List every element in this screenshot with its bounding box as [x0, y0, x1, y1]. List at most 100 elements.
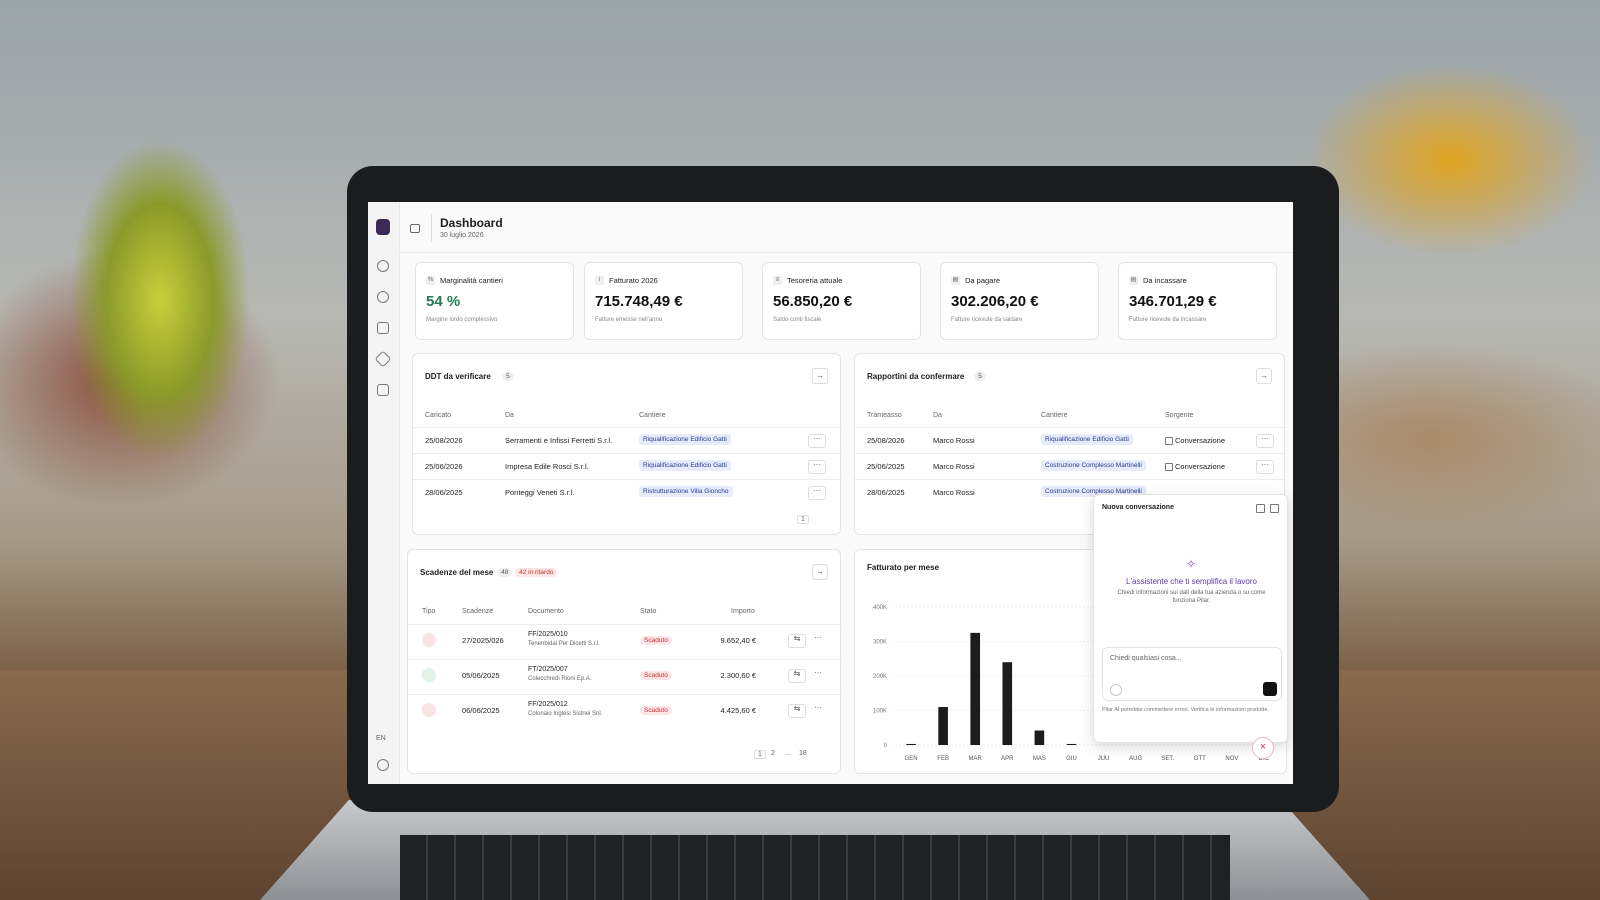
- row-action[interactable]: ⇆: [788, 704, 806, 718]
- counterparty: Tenenbidai Per Dicetti S.r.l.: [528, 641, 601, 647]
- page-title: Dashboard: [440, 216, 503, 230]
- attach-button[interactable]: [1110, 684, 1122, 696]
- status: Scaduto: [640, 706, 672, 715]
- y-tick-label: 0: [884, 743, 888, 749]
- type-icon: [422, 633, 436, 647]
- column-header: Da: [505, 412, 514, 419]
- column-header: Documento: [528, 608, 564, 615]
- keyboard: [400, 835, 1230, 900]
- cell: Riqualificazione Edificio Gatti: [639, 434, 731, 445]
- toggle-sidebar[interactable]: [410, 224, 420, 233]
- x-tick-label: SET.: [1161, 756, 1174, 762]
- page-button[interactable]: 2: [771, 750, 775, 757]
- chat-title[interactable]: Nuova conversazione: [1102, 504, 1174, 511]
- page-button[interactable]: 1: [797, 515, 809, 524]
- page-button[interactable]: 1: [754, 750, 766, 759]
- bar: [1002, 662, 1013, 745]
- row-action[interactable]: ⇆: [788, 634, 806, 648]
- kpi-label: Da incassare: [1143, 276, 1187, 285]
- language[interactable]: EN: [376, 735, 386, 742]
- chart-title: Fatturato per mese: [867, 563, 940, 572]
- cell: 28/06/2025: [867, 488, 905, 497]
- column-header: Stato: [640, 608, 657, 615]
- column-header: Caricato: [425, 412, 452, 419]
- logo[interactable]: [376, 219, 390, 235]
- count-badge: 5: [502, 372, 514, 381]
- kpi-icon: i: [595, 276, 604, 285]
- kpi-label: Da pagare: [965, 276, 1001, 285]
- scadenze-panel: Scadenze del mese 48 → 42 in ritardo Tipo Sca…: [407, 549, 842, 774]
- row-menu[interactable]: ···: [808, 486, 826, 500]
- column-header: Cantiere: [639, 412, 666, 419]
- cell: Costruzione Complesso Martinelli: [1041, 486, 1146, 497]
- due-date: 05/06/2025: [462, 671, 500, 680]
- x-tick-label: FEB: [937, 756, 949, 762]
- open-button[interactable]: →: [812, 368, 828, 384]
- column-header: Cantiere: [1041, 412, 1068, 419]
- cell: Riqualificazione Edificio Gatti: [1041, 434, 1133, 445]
- chat-panel: Nuova conversazione ✧ L'assistente che t…: [1093, 494, 1288, 743]
- row-menu[interactable]: ···: [814, 668, 822, 677]
- chat-action[interactable]: [1256, 504, 1265, 513]
- cell: Serramenti e Infissi Ferretti S.r.l.: [505, 436, 613, 445]
- x-tick-label: GEN: [905, 756, 918, 762]
- panel-title: DDT da verificare: [425, 372, 491, 381]
- page-button[interactable]: 18: [799, 750, 807, 757]
- x-tick-label: DIC: [1259, 756, 1270, 762]
- row-menu[interactable]: ···: [1256, 460, 1274, 474]
- row-menu[interactable]: ···: [808, 460, 826, 474]
- open-button[interactable]: →: [812, 564, 828, 580]
- chat-input[interactable]: Chiedi qualsiasi cosa...: [1102, 647, 1282, 701]
- ddt-panel: DDT da verificare 5 → Caricato Da Cantiere 25/…: [412, 353, 842, 535]
- row-menu[interactable]: ···: [814, 633, 822, 642]
- row-divider: [408, 694, 842, 695]
- row-menu[interactable]: ···: [814, 703, 822, 712]
- send-button[interactable]: [1263, 682, 1277, 696]
- row-menu[interactable]: ···: [808, 434, 826, 448]
- page-button[interactable]: ...: [785, 750, 791, 757]
- cell: Marco Rossi: [933, 462, 975, 471]
- header-divider: [399, 252, 1293, 253]
- amount: 4.425,60 €: [720, 706, 756, 715]
- kpi-icon: ≡: [773, 276, 782, 285]
- kpi-label: Fatturato 2026: [609, 276, 658, 285]
- nav-icon[interactable]: [377, 260, 389, 272]
- count-badge: 48: [497, 568, 513, 577]
- bar: [906, 743, 916, 745]
- close-chat[interactable]: ×: [1252, 737, 1274, 759]
- status: Scaduto: [640, 636, 672, 645]
- row-menu[interactable]: ···: [1256, 434, 1274, 448]
- kpi-icon: ▤: [1129, 276, 1138, 285]
- row-action[interactable]: ⇆: [788, 669, 806, 683]
- open-button[interactable]: →: [1256, 368, 1272, 384]
- column-header: Trameasso: [867, 412, 902, 419]
- kpi-label: Marginalità cantieri: [440, 276, 503, 285]
- cell: 25/08/2026: [867, 436, 905, 445]
- kpi-note: Fatture ricevute da incassare: [1129, 317, 1207, 323]
- row-divider: [413, 479, 842, 480]
- cell: Ponteggi Veneti S.r.l.: [505, 488, 575, 497]
- nav-icon[interactable]: [377, 291, 389, 303]
- nav-icon[interactable]: [374, 350, 392, 368]
- row-divider: [413, 427, 842, 428]
- counterparty: Colonaio Inglesi Sistnei Snl.: [528, 711, 603, 717]
- status: Scaduto: [640, 671, 672, 680]
- chat-heading: L'assistente che ti semplifica il lavoro: [1126, 577, 1257, 586]
- kpi-value: 715.748,49 €: [595, 293, 683, 310]
- chat-action[interactable]: [1270, 504, 1279, 513]
- row-divider: [855, 479, 1286, 480]
- kpi-value: 302.206,20 €: [951, 293, 1039, 310]
- x-tick-label: MAS: [1033, 756, 1046, 762]
- nav-icon[interactable]: [377, 384, 389, 396]
- type-icon: [422, 703, 436, 717]
- cell: Conversazione: [1175, 462, 1226, 471]
- counterparty: Colecchredi Rioni Ep.A.: [528, 676, 592, 682]
- cell: Marco Rossi: [933, 488, 975, 497]
- chat-placeholder: Chiedi qualsiasi cosa...: [1110, 655, 1182, 662]
- source-icon: [1165, 437, 1173, 445]
- settings-icon[interactable]: [377, 759, 389, 771]
- row-divider: [413, 453, 842, 454]
- kpi-label: Tesoreria attuale: [787, 276, 843, 285]
- column-header: Importo: [731, 608, 755, 615]
- nav-icon[interactable]: [377, 322, 389, 334]
